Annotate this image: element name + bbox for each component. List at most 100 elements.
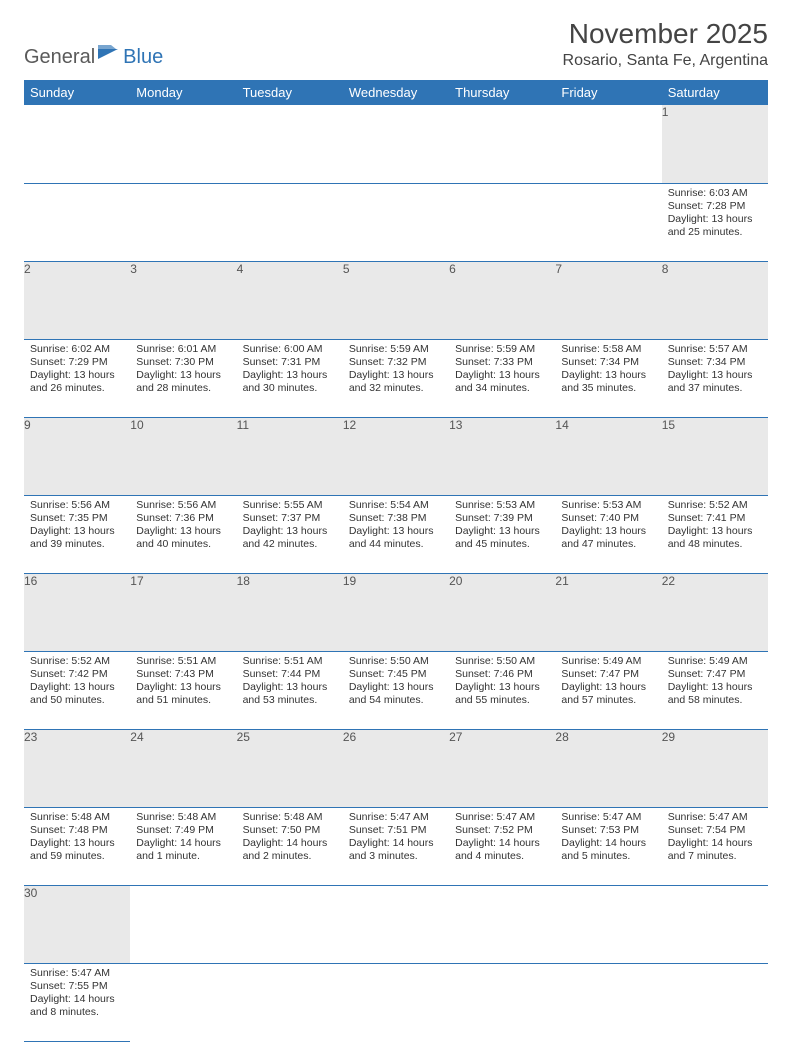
daylight-line: Daylight: 13 hours and 58 minutes. [668,681,762,707]
daylight-line: Daylight: 13 hours and 25 minutes. [668,213,762,239]
day-details: Sunrise: 5:56 AMSunset: 7:36 PMDaylight:… [130,496,236,556]
day-body-cell: Sunrise: 5:51 AMSunset: 7:44 PMDaylight:… [237,651,343,729]
day-number-cell: 19 [343,573,449,651]
sunrise-line: Sunrise: 5:56 AM [136,499,230,512]
day-details: Sunrise: 5:48 AMSunset: 7:50 PMDaylight:… [237,808,343,868]
daylight-line: Daylight: 14 hours and 7 minutes. [668,837,762,863]
sunset-line: Sunset: 7:46 PM [455,668,549,681]
day-body-row: Sunrise: 6:02 AMSunset: 7:29 PMDaylight:… [24,339,768,417]
day-body-cell: Sunrise: 5:59 AMSunset: 7:33 PMDaylight:… [449,339,555,417]
day-number-cell: 11 [237,417,343,495]
sunrise-line: Sunrise: 5:49 AM [561,655,655,668]
day-body-cell [555,183,661,261]
sunrise-line: Sunrise: 5:52 AM [668,499,762,512]
day-details: Sunrise: 5:49 AMSunset: 7:47 PMDaylight:… [555,652,661,712]
sunset-line: Sunset: 7:47 PM [668,668,762,681]
day-details: Sunrise: 6:03 AMSunset: 7:28 PMDaylight:… [662,184,768,244]
sunset-line: Sunset: 7:38 PM [349,512,443,525]
daylight-line: Daylight: 13 hours and 54 minutes. [349,681,443,707]
day-number-cell: 6 [449,261,555,339]
sunrise-line: Sunrise: 6:02 AM [30,343,124,356]
daylight-line: Daylight: 13 hours and 30 minutes. [243,369,337,395]
day-number-cell [130,885,236,963]
weekday-header: Wednesday [343,80,449,105]
day-number-cell: 2 [24,261,130,339]
daylight-line: Daylight: 13 hours and 55 minutes. [455,681,549,707]
daylight-line: Daylight: 14 hours and 3 minutes. [349,837,443,863]
sunset-line: Sunset: 7:37 PM [243,512,337,525]
sunrise-line: Sunrise: 5:50 AM [349,655,443,668]
day-number-cell: 18 [237,573,343,651]
day-number-cell [662,885,768,963]
sunset-line: Sunset: 7:30 PM [136,356,230,369]
sunset-line: Sunset: 7:28 PM [668,200,762,213]
day-body-cell [449,183,555,261]
sunrise-line: Sunrise: 6:03 AM [668,187,762,200]
sunrise-line: Sunrise: 5:47 AM [668,811,762,824]
logo-flag-icon [98,45,120,66]
day-number-cell: 29 [662,729,768,807]
sunset-line: Sunset: 7:35 PM [30,512,124,525]
day-details: Sunrise: 5:48 AMSunset: 7:49 PMDaylight:… [130,808,236,868]
day-details: Sunrise: 5:49 AMSunset: 7:47 PMDaylight:… [662,652,768,712]
day-details: Sunrise: 5:50 AMSunset: 7:46 PMDaylight:… [449,652,555,712]
day-details: Sunrise: 5:53 AMSunset: 7:40 PMDaylight:… [555,496,661,556]
day-details: Sunrise: 5:47 AMSunset: 7:55 PMDaylight:… [24,964,130,1024]
sunrise-line: Sunrise: 5:47 AM [349,811,443,824]
sunset-line: Sunset: 7:31 PM [243,356,337,369]
day-number-cell: 24 [130,729,236,807]
day-details: Sunrise: 5:55 AMSunset: 7:37 PMDaylight:… [237,496,343,556]
weekday-header: Tuesday [237,80,343,105]
day-number-cell [237,885,343,963]
sunrise-line: Sunrise: 5:49 AM [668,655,762,668]
day-details: Sunrise: 6:01 AMSunset: 7:30 PMDaylight:… [130,340,236,400]
day-number-cell: 17 [130,573,236,651]
day-body-cell: Sunrise: 5:53 AMSunset: 7:39 PMDaylight:… [449,495,555,573]
day-number-cell: 7 [555,261,661,339]
sunset-line: Sunset: 7:44 PM [243,668,337,681]
sunset-line: Sunset: 7:40 PM [561,512,655,525]
day-body-cell: Sunrise: 5:52 AMSunset: 7:42 PMDaylight:… [24,651,130,729]
day-number-cell: 28 [555,729,661,807]
day-number-cell [343,885,449,963]
day-details: Sunrise: 5:56 AMSunset: 7:35 PMDaylight:… [24,496,130,556]
sunset-line: Sunset: 7:39 PM [455,512,549,525]
sunrise-line: Sunrise: 5:59 AM [349,343,443,356]
day-number-row: 1 [24,105,768,183]
day-number-cell [449,105,555,183]
daylight-line: Daylight: 13 hours and 47 minutes. [561,525,655,551]
day-number-cell: 20 [449,573,555,651]
day-number-cell [555,105,661,183]
page-subtitle: Rosario, Santa Fe, Argentina [563,52,768,70]
sunset-line: Sunset: 7:42 PM [30,668,124,681]
day-body-cell: Sunrise: 5:59 AMSunset: 7:32 PMDaylight:… [343,339,449,417]
daylight-line: Daylight: 14 hours and 8 minutes. [30,993,124,1019]
page-title: November 2025 [563,18,768,50]
daylight-line: Daylight: 13 hours and 59 minutes. [30,837,124,863]
day-number-cell: 26 [343,729,449,807]
day-number-cell [555,885,661,963]
weekday-header: Thursday [449,80,555,105]
weekday-header: Monday [130,80,236,105]
day-body-cell: Sunrise: 5:51 AMSunset: 7:43 PMDaylight:… [130,651,236,729]
weekday-header: Saturday [662,80,768,105]
daylight-line: Daylight: 13 hours and 40 minutes. [136,525,230,551]
day-details: Sunrise: 5:47 AMSunset: 7:51 PMDaylight:… [343,808,449,868]
day-body-row: Sunrise: 5:47 AMSunset: 7:55 PMDaylight:… [24,963,768,1041]
logo-text-general: General [24,46,95,69]
day-body-cell [555,963,661,1041]
day-body-cell [130,183,236,261]
day-body-cell: Sunrise: 5:55 AMSunset: 7:37 PMDaylight:… [237,495,343,573]
day-details: Sunrise: 5:47 AMSunset: 7:54 PMDaylight:… [662,808,768,868]
daylight-line: Daylight: 14 hours and 2 minutes. [243,837,337,863]
daylight-line: Daylight: 13 hours and 37 minutes. [668,369,762,395]
day-details: Sunrise: 5:51 AMSunset: 7:43 PMDaylight:… [130,652,236,712]
day-body-cell: Sunrise: 6:03 AMSunset: 7:28 PMDaylight:… [662,183,768,261]
sunrise-line: Sunrise: 5:48 AM [136,811,230,824]
sunset-line: Sunset: 7:50 PM [243,824,337,837]
day-body-row: Sunrise: 5:48 AMSunset: 7:48 PMDaylight:… [24,807,768,885]
day-body-cell: Sunrise: 5:54 AMSunset: 7:38 PMDaylight:… [343,495,449,573]
daylight-line: Daylight: 13 hours and 53 minutes. [243,681,337,707]
day-body-cell [237,183,343,261]
day-body-cell [449,963,555,1041]
